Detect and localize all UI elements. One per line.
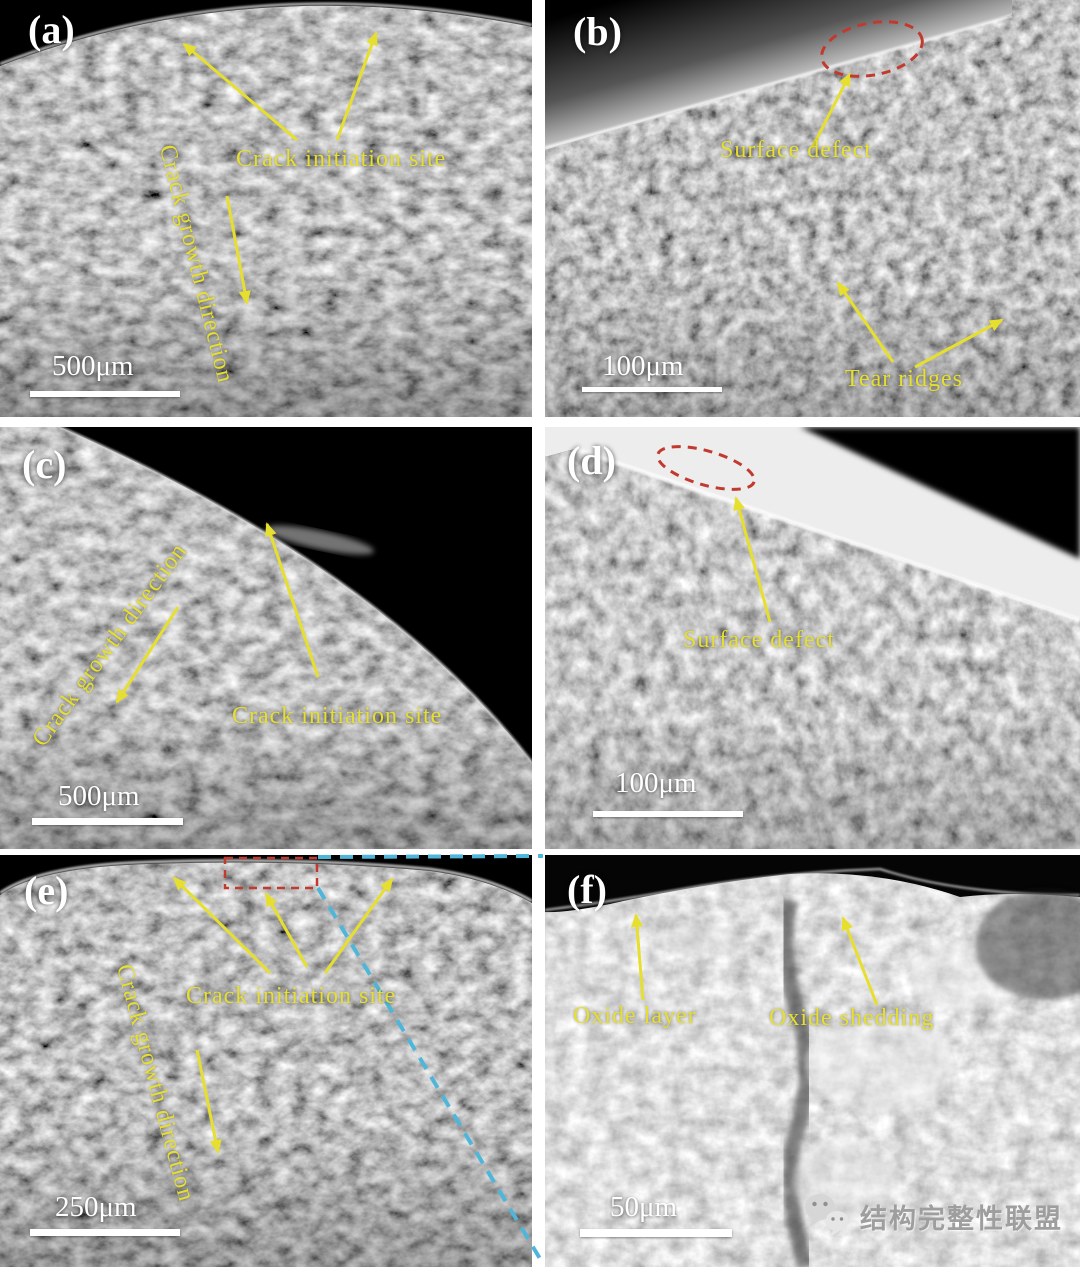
panel-d-micrograph [545,427,1080,849]
crack-initiation-arrow-a2 [335,31,378,141]
crack-growth-arrow-a [225,195,251,305]
surface-defect-ellipse-b [820,20,924,78]
crack-growth-arrow-e [195,1049,222,1154]
tear-ridges-arrow-b2 [914,318,1004,369]
crack-initiation-arrow-e1 [172,876,272,975]
zoom-link-line-top [317,854,544,859]
surface-defect-ellipse-d [656,445,756,491]
panel-b-micrograph [545,0,1080,417]
oxide-shedding-arrow-f [841,916,879,1006]
panel-e-micrograph [0,855,532,1267]
crack-initiation-arrow-a1 [182,42,298,142]
crack-growth-arrow-c [115,606,180,704]
crack-initiation-arrow-e3 [323,877,394,974]
crack-initiation-arrow-e2 [264,892,309,968]
panel-c-micrograph [0,427,532,849]
zoom-region-box-e [223,856,319,890]
tear-ridges-arrow-b1 [836,281,895,363]
zoom-link-line-diagonal [316,886,544,1264]
oxide-layer-arrow-f [631,913,645,1001]
surface-defect-arrow-d [733,496,772,623]
crack-initiation-arrow-c [265,522,320,678]
surface-defect-arrow-b [810,72,852,149]
panel-a-micrograph [0,0,532,417]
